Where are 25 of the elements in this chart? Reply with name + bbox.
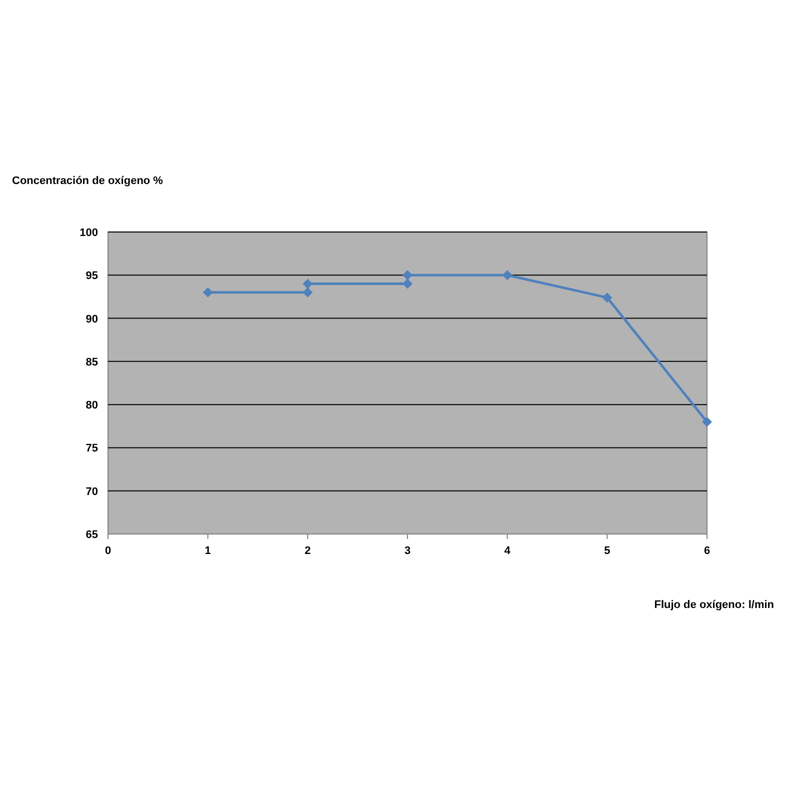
point (602, 292, 612, 303)
y-tick-label: 80 (86, 400, 98, 412)
y-tick-label: 95 (86, 270, 98, 282)
y-tick-label: 90 (86, 313, 98, 326)
x-tick-label: 2 (304, 545, 311, 557)
point (202, 287, 213, 298)
x-tick-label: 6 (704, 545, 710, 557)
x-axis-title: Flujo de oxígeno: l/min (654, 599, 774, 611)
point (702, 416, 712, 427)
x-tick-label: 0 (104, 545, 112, 557)
point (402, 278, 412, 289)
point (502, 270, 512, 280)
point (402, 270, 412, 280)
y-tick-label: 85 (86, 356, 98, 368)
y-tick-label: 75 (86, 442, 98, 455)
x-tick-label: 3 (404, 545, 411, 557)
y-axis-title: Concentración de oxígeno % (12, 175, 164, 187)
x-tick-label: 1 (204, 545, 211, 557)
x-tick-label: 5 (604, 545, 610, 557)
point (302, 278, 313, 289)
point (302, 287, 313, 298)
y-tick-label: 70 (86, 486, 98, 498)
y-tick-label: 100 (80, 227, 98, 239)
x-tick-label: 4 (504, 545, 512, 557)
y-tick-label: 65 (86, 529, 98, 541)
